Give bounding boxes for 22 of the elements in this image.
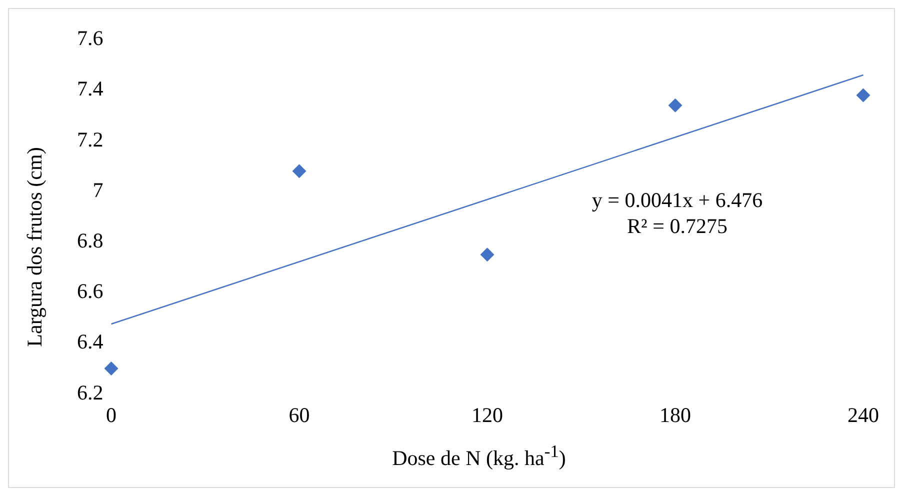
point: [856, 88, 870, 102]
point: [292, 164, 306, 178]
y-tick-label: 6.8: [77, 228, 104, 253]
x-tick-label: 120: [472, 402, 503, 427]
y-tick-label: 7.2: [77, 127, 104, 152]
point: [480, 248, 494, 262]
x-tick-label: 240: [848, 402, 879, 427]
y-tick-label: 6.2: [77, 380, 104, 404]
y-tick-label: 7.4: [77, 76, 104, 101]
point: [668, 98, 682, 112]
y-tick-label: 7: [92, 178, 104, 202]
y-axis-title: Largura dos frutos (cm): [22, 147, 48, 347]
x-tick-label: 180: [660, 402, 691, 427]
point: [104, 362, 118, 376]
annotation: y = 0.0041x + 6.476: [592, 188, 763, 212]
y-tick-label: 6.4: [77, 330, 104, 354]
annotation: R² = 0.7275: [627, 214, 728, 238]
x-tick-label: 60: [288, 402, 310, 427]
x-axis-title: Dose de N (kg. ha$^{-1}$): [391, 441, 567, 471]
x-tick-label: 0: [106, 402, 116, 427]
y-tick-label: 7.6: [77, 26, 104, 50]
y-tick-label: 6.6: [77, 279, 104, 304]
